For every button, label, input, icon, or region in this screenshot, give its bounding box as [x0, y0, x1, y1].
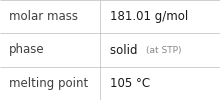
Text: solid: solid — [110, 44, 145, 56]
Text: 105 °C: 105 °C — [110, 77, 150, 90]
Text: (at STP): (at STP) — [146, 46, 182, 54]
Text: molar mass: molar mass — [9, 10, 78, 23]
Text: phase: phase — [9, 44, 44, 56]
Text: 181.01 g/mol: 181.01 g/mol — [110, 10, 188, 23]
Text: melting point: melting point — [9, 77, 88, 90]
